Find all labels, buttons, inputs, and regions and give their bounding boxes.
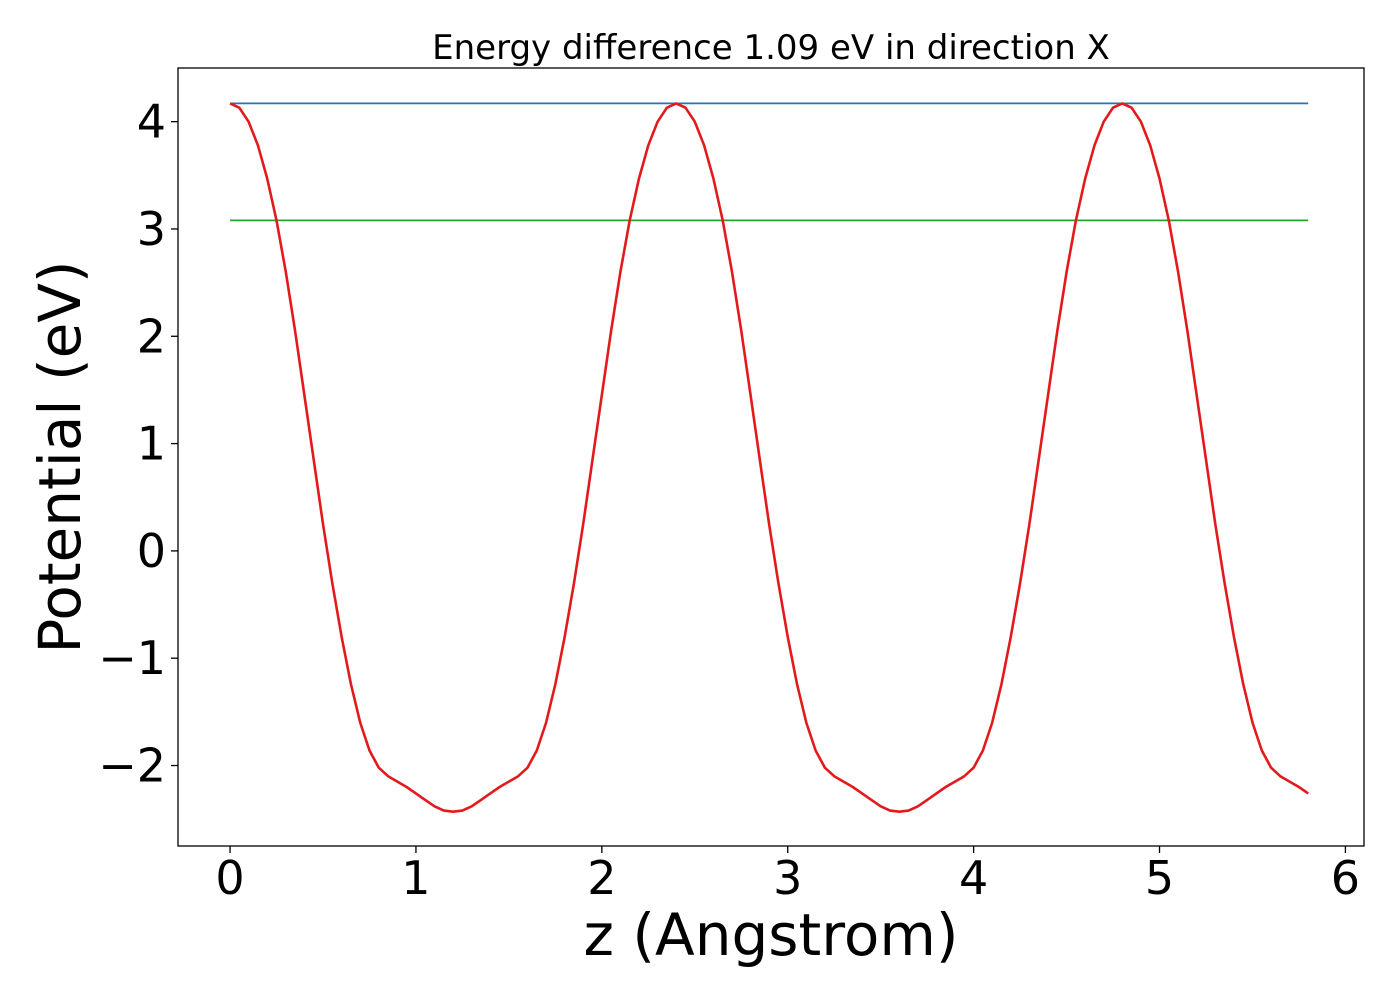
chart-title: Energy difference 1.09 eV in direction X [432,28,1110,68]
y-tick-label: 4 [137,95,166,149]
y-axis-label: Potential (eV) [26,260,94,653]
y-tick-label: −1 [98,631,166,685]
x-tick-label: 1 [401,851,430,905]
y-tick-label: 0 [137,524,166,578]
series-layer [229,102,1309,814]
y-tick-label: 2 [137,309,166,363]
y-tick-label: 3 [137,202,166,256]
x-axis-label: z (Angstrom) [584,901,959,969]
x-axis-ticks: 0 1 2 3 4 5 6 [215,846,1360,905]
y-tick-label: 1 [137,417,166,471]
x-tick-label: 4 [959,851,988,905]
x-tick-label: 2 [587,851,616,905]
potential-curve [229,102,1309,814]
plot-area-frame [177,67,1365,847]
y-tick-label: −2 [98,739,166,793]
x-tick-label: 5 [1145,851,1174,905]
x-tick-label: 3 [773,851,802,905]
x-tick-label: 0 [215,851,244,905]
y-axis-ticks: −2 −1 0 1 2 3 4 [98,95,178,793]
x-tick-label: 6 [1331,851,1360,905]
